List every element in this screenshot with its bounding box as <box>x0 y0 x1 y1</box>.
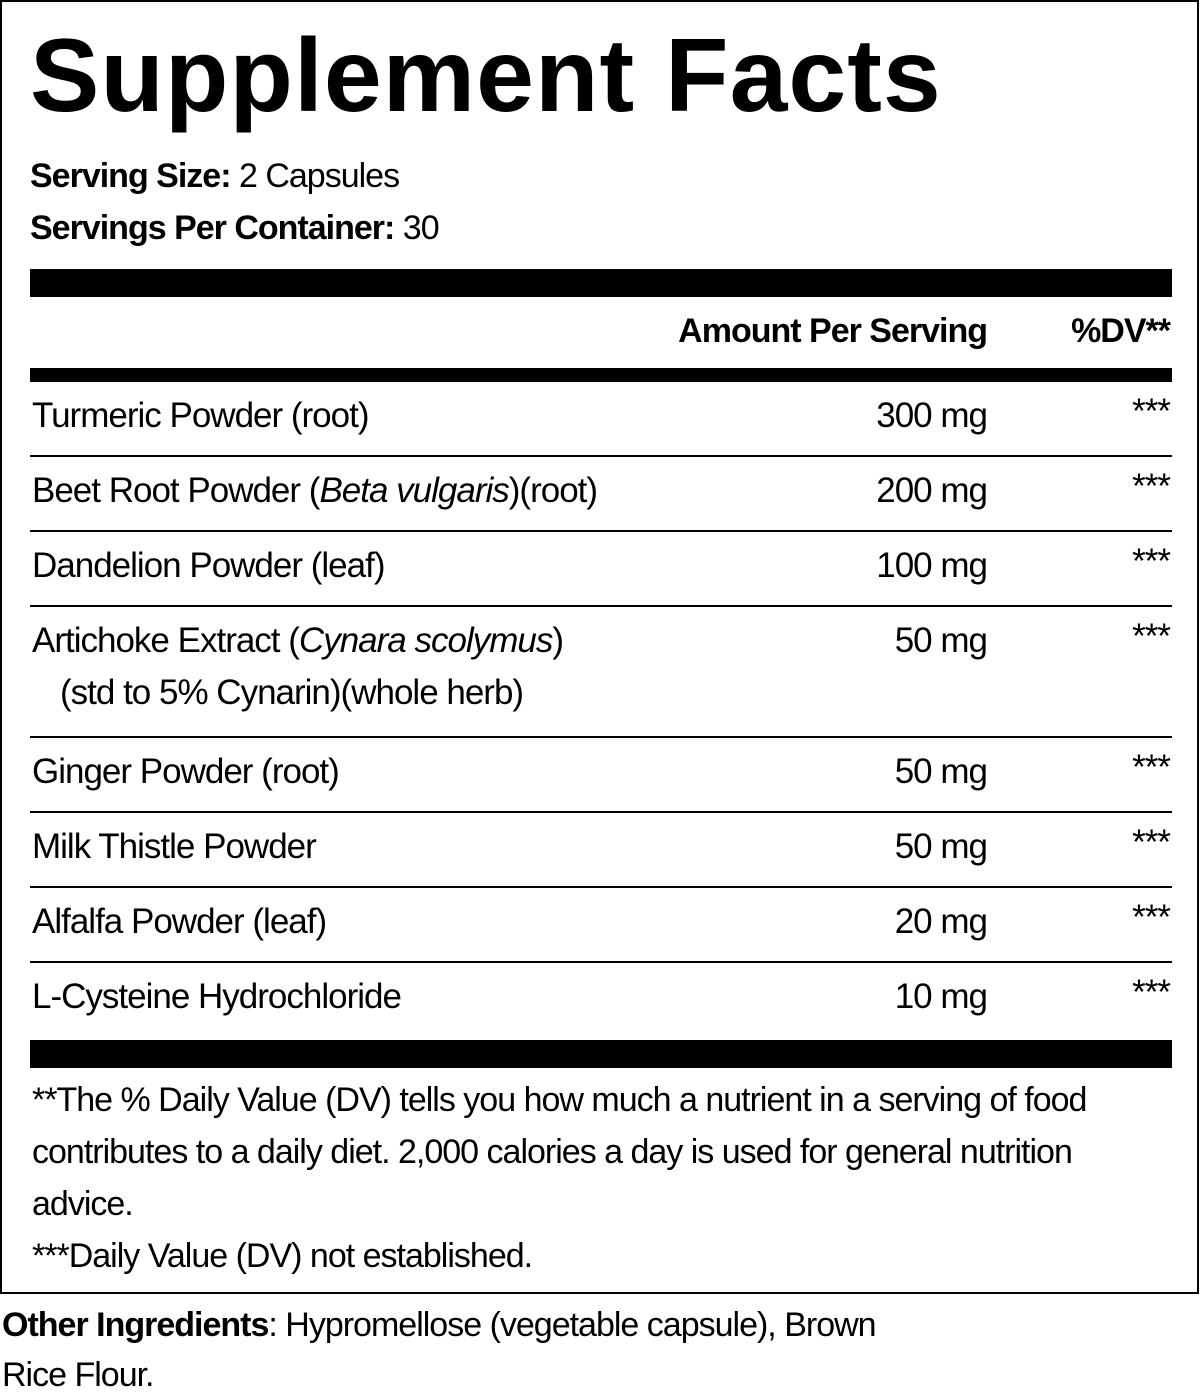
daily-value: *** <box>1132 392 1171 431</box>
label: Other Ingredients <box>2 1306 269 1344</box>
daily-value: *** <box>1132 542 1171 581</box>
ingredient-row: Ginger Powder (root) 50 mg *** <box>30 738 1172 813</box>
ingredient-name: Turmeric Powder (root) <box>32 396 369 436</box>
text: : Hypromellose (vegetable capsule), Brow… <box>2 1306 877 1394</box>
footnotes: **The % Daily Value (DV) tells you how m… <box>32 1074 1162 1282</box>
value: 30 <box>402 209 440 247</box>
amount: 50 mg <box>894 827 988 866</box>
ingredient-name: Dandelion Powder (leaf) <box>32 546 385 586</box>
ingredient-row: Dandelion Powder (leaf) 100 mg *** <box>30 532 1172 607</box>
servings-per-container: Servings Per Container: 30 <box>30 209 440 248</box>
row-separator <box>30 811 1172 813</box>
ingredient-name: Beet Root Powder (Beta vulgaris)(root) <box>32 471 598 511</box>
ingredient-row: Beet Root Powder (Beta vulgaris)(root) 20… <box>30 457 1172 532</box>
daily-value: *** <box>1132 467 1171 506</box>
column-header: Amount Per Serving %DV** <box>30 302 1172 362</box>
daily-value: *** <box>1132 617 1171 656</box>
thick-rule <box>30 1040 1172 1068</box>
dv-header: %DV** <box>1071 312 1171 350</box>
row-separator <box>30 455 1172 457</box>
thick-rule <box>30 269 1172 297</box>
ingredient-row: L-Cysteine Hydrochloride 10 mg *** <box>30 963 1172 1038</box>
other-ingredients: Other Ingredients: Hypromellose (vegetab… <box>2 1300 942 1400</box>
name: L-Cysteine Hydrochloride <box>32 977 402 1016</box>
ingredient-row: Artichoke Extract (Cynara scolymus) (std … <box>30 607 1172 738</box>
name: Milk Thistle Powder <box>32 827 317 866</box>
name: Alfalfa Powder (leaf) <box>32 902 327 941</box>
title: Supplement Facts <box>30 18 942 134</box>
amount: 50 mg <box>894 621 988 660</box>
latin-name: Cynara scolymus <box>298 621 553 660</box>
row-separator <box>30 605 1172 607</box>
daily-value: *** <box>1132 973 1171 1012</box>
name: Turmeric Powder (root) <box>32 396 369 435</box>
ingredient-name: Milk Thistle Powder <box>32 827 317 867</box>
label: Servings Per Container: <box>30 209 395 247</box>
facts-panel: Supplement Facts Serving Size: 2 Capsule… <box>0 0 1199 1294</box>
ingredient-name: Alfalfa Powder (leaf) <box>32 902 327 942</box>
latin-name: Beta vulgaris <box>319 471 509 510</box>
amount: 200 mg <box>876 471 988 510</box>
daily-value: *** <box>1132 823 1171 862</box>
row-separator <box>30 961 1172 963</box>
amount-header: Amount Per Serving <box>678 312 988 350</box>
name: Beet Root Powder ( <box>32 471 320 510</box>
daily-value: *** <box>1132 748 1171 787</box>
row-separator <box>30 736 1172 738</box>
serving-size: Serving Size: 2 Capsules <box>30 157 400 196</box>
footnote: **The % Daily Value (DV) tells you how m… <box>32 1081 1087 1223</box>
amount: 300 mg <box>876 396 988 435</box>
ingredient-name: Artichoke Extract (Cynara scolymus) <box>32 621 564 661</box>
name-rest: ) <box>552 621 564 660</box>
footnote: ***Daily Value (DV) not established. <box>32 1237 533 1275</box>
daily-value: *** <box>1132 898 1171 937</box>
row-separator <box>30 886 1172 888</box>
value: 2 Capsules <box>238 157 400 195</box>
ingredient-row: Alfalfa Powder (leaf) 20 mg *** <box>30 888 1172 963</box>
row-separator <box>30 530 1172 532</box>
amount: 50 mg <box>894 752 988 791</box>
medium-rule <box>30 368 1172 382</box>
ingredient-detail: (std to 5% Cynarin)(whole herb) <box>60 673 524 712</box>
label: Serving Size: <box>30 157 232 195</box>
ingredient-name: Ginger Powder (root) <box>32 752 340 792</box>
name: Ginger Powder (root) <box>32 752 340 791</box>
ingredient-name: L-Cysteine Hydrochloride <box>32 977 402 1017</box>
amount: 10 mg <box>894 977 988 1016</box>
name-rest: )(root) <box>508 471 598 510</box>
name: Dandelion Powder (leaf) <box>32 546 385 585</box>
amount: 100 mg <box>876 546 988 585</box>
name: Artichoke Extract ( <box>32 621 300 660</box>
amount: 20 mg <box>894 902 988 941</box>
ingredient-row: Turmeric Powder (root) 300 mg *** <box>30 382 1172 457</box>
ingredient-row: Milk Thistle Powder 50 mg *** <box>30 813 1172 888</box>
